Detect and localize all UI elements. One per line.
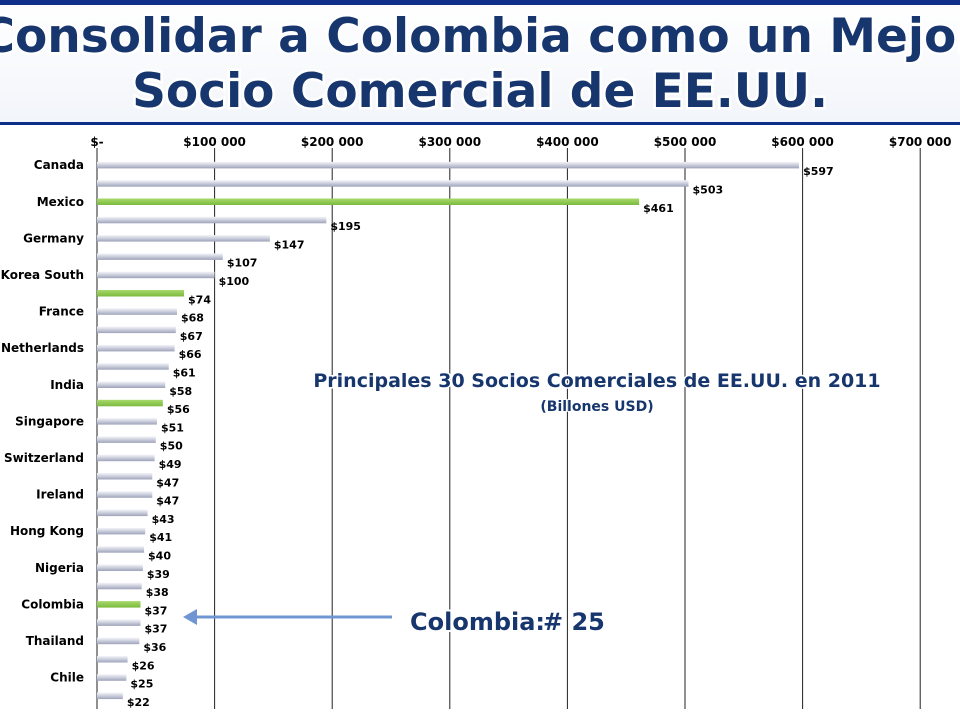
category-label: Ireland <box>36 488 84 502</box>
value-label: $68 <box>181 312 204 325</box>
value-label: $56 <box>167 403 190 416</box>
bar-12 <box>97 381 166 388</box>
title-line-2: Socio Comercial de EE.UU. <box>132 64 828 119</box>
value-label: $51 <box>161 421 184 434</box>
value-label: $461 <box>643 202 674 215</box>
value-label: $66 <box>179 348 202 361</box>
category-label: Colombia <box>21 597 84 611</box>
bar-14 <box>97 418 157 425</box>
x-tick-label: $200 000 <box>301 135 364 149</box>
value-label: $47 <box>156 495 179 508</box>
title-band <box>0 0 960 125</box>
category-label: Germany <box>23 231 84 245</box>
value-label: $43 <box>152 513 175 526</box>
bar-18 <box>97 491 153 498</box>
title-line-1: Consolidar a Colombia como un Mejor <box>0 9 960 64</box>
bar-28 <box>97 674 127 681</box>
category-label: India <box>50 378 84 392</box>
bar-10 <box>97 344 175 352</box>
bar-9 <box>97 326 176 334</box>
title-area: Consolidar a Colombia como un Mejor Soci… <box>0 7 960 122</box>
bar-6 <box>97 271 215 279</box>
x-tick-label: $700 000 <box>889 135 952 149</box>
bar-20 <box>97 527 146 535</box>
value-label: $41 <box>149 531 172 544</box>
category-label: Nigeria <box>35 561 84 575</box>
value-label: $38 <box>146 586 169 599</box>
bar-21 <box>97 546 145 553</box>
category-label: Singapore <box>15 414 84 428</box>
bar-16 <box>97 454 155 462</box>
value-label: $147 <box>274 238 305 251</box>
bar-3 <box>97 216 327 224</box>
value-label: $50 <box>160 440 183 453</box>
value-label: $47 <box>156 476 179 489</box>
value-label: $37 <box>145 623 168 636</box>
bar-22 <box>97 564 143 571</box>
x-tick-label: $600 000 <box>771 135 834 149</box>
bar-29 <box>97 692 123 700</box>
bar-13 <box>97 399 163 407</box>
x-tick-label: $500 000 <box>654 135 717 149</box>
bar-19 <box>97 509 148 517</box>
value-label: $503 <box>693 183 724 196</box>
value-label: $61 <box>173 366 196 379</box>
bar-26 <box>97 637 140 645</box>
category-label: Netherlands <box>1 341 84 355</box>
category-label: Mexico <box>37 195 84 209</box>
x-axis-ticks: $- $100 000 $200 000 $300 000 $400 000 $500 0… <box>90 135 951 149</box>
value-label: $67 <box>180 330 203 343</box>
category-label: France <box>39 305 84 319</box>
value-label: $39 <box>147 568 170 581</box>
value-label: $107 <box>227 257 258 270</box>
category-label: Thailand <box>26 634 84 648</box>
bar-25 <box>97 619 141 626</box>
bar-24 <box>97 601 141 608</box>
category-label: Korea South <box>1 268 84 282</box>
bar-8 <box>97 308 177 315</box>
value-label: $597 <box>803 165 834 178</box>
category-labels: Canada Mexico Germany Korea South France Neth… <box>1 158 85 684</box>
x-tick-label: $300 000 <box>418 135 481 149</box>
value-label: $195 <box>330 220 361 233</box>
x-tick-label: $- <box>90 135 103 149</box>
value-label: $40 <box>148 549 171 562</box>
bar-7 <box>97 290 185 297</box>
bar-4 <box>97 235 270 242</box>
gridlines <box>96 148 921 709</box>
bar-2 <box>97 198 640 205</box>
value-labels: $597 $503 $461 $195 $147 $107 $100 $74 $68 $67 $66… <box>127 165 834 709</box>
bar-23 <box>97 582 142 590</box>
value-label: $74 <box>188 293 211 306</box>
bar-27 <box>97 656 128 663</box>
bars <box>97 161 800 700</box>
value-label: $22 <box>127 696 150 709</box>
value-label: $49 <box>159 458 182 471</box>
bar-chart: $- $100 000 $200 000 $300 000 $400 000 $500 0… <box>1 135 952 709</box>
bar-15 <box>97 436 156 443</box>
category-label: Canada <box>34 158 84 172</box>
value-label: $26 <box>132 659 155 672</box>
category-label: Chile <box>50 671 84 685</box>
bar-1 <box>97 180 689 187</box>
bar-17 <box>97 473 153 480</box>
category-label: Hong Kong <box>10 524 84 538</box>
bar-0 <box>97 161 800 169</box>
value-label: $100 <box>219 275 250 288</box>
value-label: $37 <box>145 604 168 617</box>
x-tick-label: $400 000 <box>536 135 599 149</box>
value-label: $58 <box>169 385 192 398</box>
bar-5 <box>97 253 223 260</box>
bar-11 <box>97 363 169 370</box>
value-label: $36 <box>143 641 166 654</box>
x-tick-label: $100 000 <box>183 135 246 149</box>
category-label: Switzerland <box>4 451 84 465</box>
value-label: $25 <box>130 678 153 691</box>
